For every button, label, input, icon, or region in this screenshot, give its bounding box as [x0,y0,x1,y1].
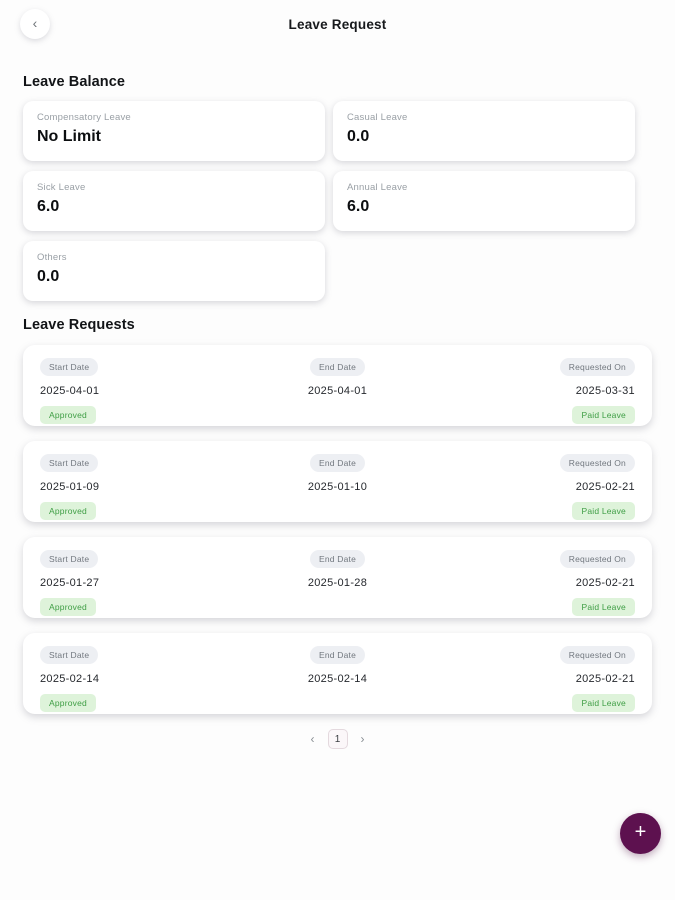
start-date-label: Start Date [40,454,99,472]
balance-card-value: 0.0 [37,268,60,285]
start-date-value: 2025-01-27 [40,577,100,589]
request-labels-row: Start Date End Date Requested On [40,549,635,568]
requested-on-label: Requested On [559,454,635,472]
requested-on-label: Requested On [559,550,635,568]
leave-balance-grid: Compensatory Leave No Limit Casual Leave… [23,101,635,301]
balance-card: Annual Leave 6.0 [333,171,635,231]
balance-card-value: 6.0 [347,198,370,215]
balance-card: Sick Leave 6.0 [23,171,325,231]
balance-card-label: Casual Leave [347,112,408,123]
request-dates-row: 2025-02-14 2025-02-14 2025-02-21 [40,673,635,685]
leave-type-badge: Paid Leave [572,598,635,616]
leave-balance-heading: Leave Balance [23,74,126,90]
end-date-label: End Date [309,550,366,568]
leave-request-card[interactable]: Start Date End Date Requested On 2025-01… [23,441,652,522]
request-labels-row: Start Date End Date Requested On [40,357,635,376]
requested-on-value: 2025-02-21 [575,577,635,589]
request-badges-row: Approved Paid Leave [40,694,635,712]
balance-card-label: Sick Leave [37,182,86,193]
main-content: Leave Balance Compensatory Leave No Limi… [0,74,675,749]
status-badge: Approved [40,406,96,424]
start-date-label: Start Date [40,646,99,664]
end-date-label: End Date [309,454,366,472]
leave-request-card[interactable]: Start Date End Date Requested On 2025-01… [23,537,652,618]
end-date-value: 2025-01-10 [307,481,368,493]
request-badges-row: Approved Paid Leave [40,598,635,616]
pagination-current-page[interactable]: 1 [327,729,348,749]
add-leave-request-button[interactable]: + [620,813,661,854]
request-dates-row: 2025-04-01 2025-04-01 2025-03-31 [40,385,635,397]
balance-card-label: Compensatory Leave [37,112,131,123]
balance-card-value: No Limit [37,128,101,145]
balance-card: Casual Leave 0.0 [333,101,635,161]
pagination-prev-icon[interactable]: ‹ [310,732,315,746]
pagination-next-icon[interactable]: › [360,732,365,746]
end-date-value: 2025-04-01 [307,385,368,397]
request-dates-row: 2025-01-09 2025-01-10 2025-02-21 [40,481,635,493]
header: ‹ Leave Request [0,0,675,48]
end-date-value: 2025-01-28 [307,577,368,589]
start-date-label: Start Date [40,358,99,376]
start-date-value: 2025-01-09 [40,481,100,493]
leave-type-badge: Paid Leave [572,694,635,712]
requested-on-value: 2025-02-21 [575,481,635,493]
end-date-label: End Date [309,646,366,664]
back-chevron-icon: ‹ [32,15,38,31]
leave-request-card[interactable]: Start Date End Date Requested On 2025-02… [23,633,652,714]
status-badge: Approved [40,694,96,712]
balance-card-label: Annual Leave [347,182,408,193]
leave-request-card[interactable]: Start Date End Date Requested On 2025-04… [23,345,652,426]
leave-type-badge: Paid Leave [572,502,635,520]
leave-request-list: Start Date End Date Requested On 2025-04… [23,345,652,714]
leave-type-badge: Paid Leave [572,406,635,424]
request-dates-row: 2025-01-27 2025-01-28 2025-02-21 [40,577,635,589]
request-badges-row: Approved Paid Leave [40,406,635,424]
leave-requests-heading: Leave Requests [23,317,135,333]
request-labels-row: Start Date End Date Requested On [40,645,635,664]
end-date-value: 2025-02-14 [307,673,368,685]
request-badges-row: Approved Paid Leave [40,502,635,520]
status-badge: Approved [40,598,96,616]
status-badge: Approved [40,502,96,520]
balance-card-value: 0.0 [347,128,370,145]
requested-on-label: Requested On [559,646,635,664]
back-button[interactable]: ‹ [20,9,50,39]
end-date-label: End Date [309,358,366,376]
start-date-label: Start Date [40,550,99,568]
start-date-value: 2025-04-01 [40,385,100,397]
balance-card: Others 0.0 [23,241,325,301]
balance-card-label: Others [37,252,67,263]
pagination: ‹ 1 › [23,729,652,749]
request-labels-row: Start Date End Date Requested On [40,453,635,472]
start-date-value: 2025-02-14 [40,673,100,685]
requested-on-label: Requested On [559,358,635,376]
plus-icon: + [634,821,647,843]
balance-card: Compensatory Leave No Limit [23,101,325,161]
requested-on-value: 2025-02-21 [575,673,635,685]
balance-card-value: 6.0 [37,198,60,215]
requested-on-value: 2025-03-31 [575,385,635,397]
page-title: Leave Request [288,16,387,32]
